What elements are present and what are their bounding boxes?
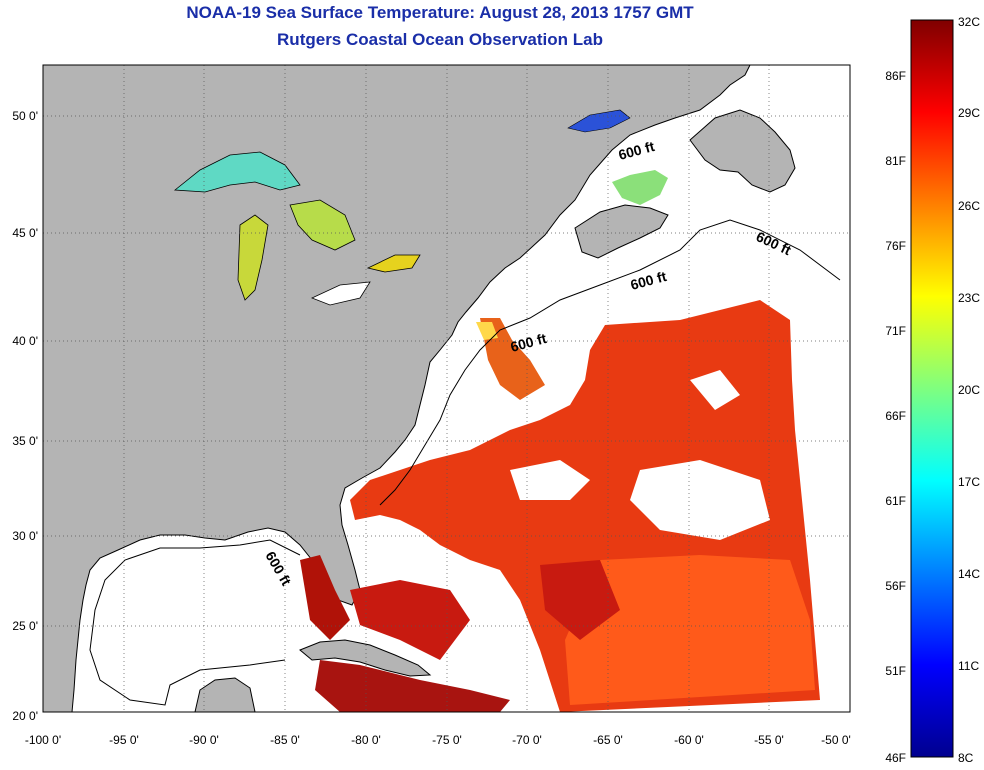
colorbar-celsius-label: 8C xyxy=(958,751,974,765)
colorbar-celsius-label: 29C xyxy=(958,106,980,120)
colorbar-celsius-label: 26C xyxy=(958,199,980,213)
isobath-600ft-gulf xyxy=(89,539,301,706)
grid-lines xyxy=(43,65,850,712)
land-yucatan xyxy=(194,677,256,712)
colorbar-celsius-label: 11C xyxy=(958,659,979,673)
colorbar-fahrenheit-label: 76F xyxy=(885,239,906,253)
colorbar-fahrenheit-label: 71F xyxy=(885,324,906,338)
colorbar-fahrenheit-label: 56F xyxy=(885,579,906,593)
lon-tick-label: -100 0' xyxy=(25,733,61,747)
lat-tick-label: 25 0' xyxy=(12,619,38,633)
lake-ontario xyxy=(310,281,371,306)
colorbar-celsius-label: 14C xyxy=(958,567,980,581)
colorbar-celsius-label: 32C xyxy=(958,15,980,29)
land-newfoundland xyxy=(689,109,796,193)
lon-tick-label: -65 0' xyxy=(593,733,623,747)
sst-gulf-st-lawrence xyxy=(567,109,631,133)
lat-tick-label: 40 0' xyxy=(12,334,38,348)
land-cuba xyxy=(299,639,432,677)
lat-tick-label: 50 0' xyxy=(12,109,38,123)
lon-tick-label: -90 0' xyxy=(189,733,219,747)
lat-tick-label: 20 0' xyxy=(12,709,38,723)
lat-tick-label: 45 0' xyxy=(12,226,38,240)
map-frame xyxy=(42,64,851,713)
lat-tick-label: 35 0' xyxy=(12,434,38,448)
lon-tick-label: -75 0' xyxy=(432,733,462,747)
lon-tick-label: -85 0' xyxy=(270,733,300,747)
lon-tick-label: -70 0' xyxy=(512,733,542,747)
colorbar-fahrenheit-label: 51F xyxy=(885,664,906,678)
lon-tick-label: -95 0' xyxy=(109,733,139,747)
isobath-600ft-atlantic xyxy=(379,219,841,506)
map-subtitle: Rutgers Coastal Ocean Observation Lab xyxy=(277,30,603,49)
lon-tick-label: -80 0' xyxy=(351,733,381,747)
lake-superior xyxy=(173,151,301,193)
land-nova-scotia xyxy=(574,204,669,259)
colorbar-fahrenheit-label: 66F xyxy=(885,409,906,423)
lon-tick-label: -55 0' xyxy=(754,733,784,747)
colorbar-celsius-label: 20C xyxy=(958,383,980,397)
sst-swath xyxy=(300,300,820,712)
lon-tick-label: -50 0' xyxy=(821,733,851,747)
colorbar-fahrenheit-label: 46F xyxy=(885,751,906,765)
colorbar-fahrenheit-label: 81F xyxy=(885,154,906,168)
lon-tick-label: -60 0' xyxy=(674,733,704,747)
lake-erie xyxy=(366,254,421,273)
lake-michigan xyxy=(237,214,269,301)
sst-st-lawrence-green xyxy=(612,170,668,205)
colorbar-fahrenheit-label: 61F xyxy=(885,494,906,508)
land-north-america xyxy=(43,65,751,712)
colorbar-celsius-label: 17C xyxy=(958,475,980,489)
lat-tick-label: 30 0' xyxy=(12,529,38,543)
colorbar xyxy=(910,19,954,758)
colorbar-fahrenheit-label: 86F xyxy=(885,69,906,83)
map-title: NOAA-19 Sea Surface Temperature: August … xyxy=(186,3,694,22)
colorbar-celsius-label: 23C xyxy=(958,291,980,305)
lake-huron xyxy=(289,199,356,251)
